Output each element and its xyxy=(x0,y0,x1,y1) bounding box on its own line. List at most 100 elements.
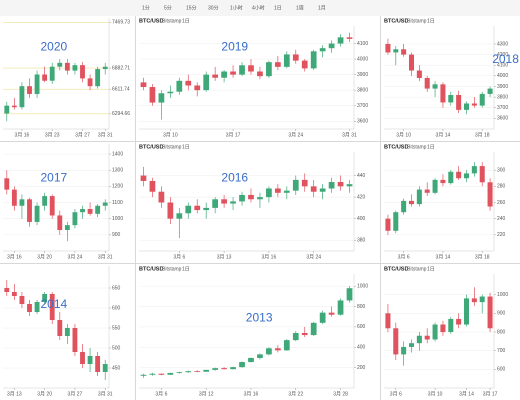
y-tick-label: 4200 xyxy=(497,52,508,58)
x-tick-label: 3月 20 xyxy=(37,391,52,397)
toolbar-item[interactable]: 30分 xyxy=(208,4,219,11)
candle-body xyxy=(385,218,391,231)
candle-body xyxy=(301,333,308,336)
candle-body xyxy=(11,292,17,296)
candle-body xyxy=(346,184,353,187)
candle-body xyxy=(221,71,227,78)
candle-body xyxy=(393,328,399,355)
y-tick-label: 900 xyxy=(497,311,506,317)
candle-body xyxy=(203,74,210,91)
candle-body xyxy=(149,87,156,103)
toolbar-item[interactable]: 4小时 xyxy=(252,4,265,11)
x-tick-label: 3月 18 xyxy=(475,254,490,260)
candle-body xyxy=(95,205,101,214)
y-tick-label: 3700 xyxy=(357,103,368,109)
candle-body xyxy=(248,194,254,200)
year-label: 2018 xyxy=(492,52,519,66)
candle-body xyxy=(487,182,493,207)
toolbar-item[interactable]: 1小时 xyxy=(230,4,243,11)
candle-body xyxy=(57,320,63,336)
candle-body xyxy=(4,178,10,190)
x-tick-label: 3月 24 xyxy=(288,132,303,138)
chart-panel xyxy=(0,16,135,141)
chart-panel xyxy=(136,142,380,263)
candle-body xyxy=(167,372,174,375)
candle-body xyxy=(140,175,147,181)
candle-body xyxy=(401,49,407,55)
candle-body xyxy=(57,62,63,67)
candle-body xyxy=(456,171,462,179)
candle-body xyxy=(230,71,236,75)
chart-interval: 1日 xyxy=(427,144,435,150)
candle-body xyxy=(346,37,353,39)
candle-body xyxy=(27,199,32,222)
toolbar-item[interactable]: 15分 xyxy=(186,4,197,11)
toolbar-item[interactable]: 1周 xyxy=(296,5,304,11)
candle-body xyxy=(158,93,165,103)
candle-body xyxy=(401,346,407,355)
x-tick-label: 3月 20 xyxy=(37,254,52,260)
y-tick-label: 800 xyxy=(497,329,506,335)
candle-body xyxy=(149,180,156,192)
y-tick-label: 800 xyxy=(357,304,366,310)
candle-body xyxy=(440,324,446,332)
candle-body xyxy=(221,368,227,370)
x-tick-label: 3月 6 xyxy=(155,391,167,397)
toolbar-item[interactable]: 1月 xyxy=(318,5,326,11)
x-tick-label: 3月 14 xyxy=(459,391,474,397)
candle-body xyxy=(463,173,470,179)
toolbar xyxy=(0,0,520,16)
y-tick-label: 300 xyxy=(497,167,506,173)
candle-body xyxy=(479,296,485,303)
candle-body xyxy=(416,335,422,344)
candle-body xyxy=(49,66,55,81)
candle-body xyxy=(149,373,156,375)
y-tick-label: 3900 xyxy=(497,84,508,90)
candle-body xyxy=(64,62,70,71)
candle-body xyxy=(463,103,470,110)
candle-body xyxy=(292,179,299,191)
x-tick-label: 3月 31 xyxy=(98,391,113,397)
x-tick-label: 3月 13 xyxy=(7,391,22,397)
y-tick-label: 1000 xyxy=(357,284,368,290)
chart-interval: 1日 xyxy=(427,18,435,24)
y-tick-label: 700 xyxy=(497,348,506,354)
candle-body xyxy=(212,74,219,78)
candle-body xyxy=(283,190,290,193)
x-tick-label: 3月 28 xyxy=(333,391,348,397)
x-tick-label: 3月 18 xyxy=(475,132,490,138)
candle-body xyxy=(185,205,192,214)
chart-title: BTC/USD xyxy=(384,266,408,272)
candle-body xyxy=(393,49,399,53)
candle-body xyxy=(80,209,85,213)
candle-body xyxy=(408,343,415,347)
candle-body xyxy=(328,312,335,315)
candle-body xyxy=(310,186,317,192)
candle-body xyxy=(328,43,335,49)
candle-body xyxy=(432,179,438,193)
y-tick-label: 400 xyxy=(357,345,366,351)
candle-body xyxy=(194,205,201,211)
candle-body xyxy=(140,374,147,376)
candle-body xyxy=(487,88,493,94)
chart-interval: 1日 xyxy=(182,18,190,24)
candle-body xyxy=(239,194,245,202)
candle-body xyxy=(185,371,192,373)
candle-body xyxy=(176,372,183,374)
candle-body xyxy=(57,215,63,230)
x-tick-label: 3月 24 xyxy=(306,254,321,260)
candle-body xyxy=(140,82,147,88)
candle-body xyxy=(4,105,10,114)
x-tick-label: 3月 10 xyxy=(428,391,443,397)
x-tick-label: 3月 27 xyxy=(75,132,90,138)
toolbar-item[interactable]: 1日 xyxy=(274,5,282,11)
toolbar-item[interactable]: 5分 xyxy=(164,4,172,11)
y-tick-label: 1300 xyxy=(112,168,123,174)
candle-body xyxy=(42,74,48,81)
toolbar-item[interactable]: 1分 xyxy=(142,4,150,11)
candle-body xyxy=(319,188,326,192)
x-tick-label: 3月 10 xyxy=(163,132,178,138)
y-tick-label: 6882.71 xyxy=(112,65,130,71)
candle-body xyxy=(167,91,174,94)
x-tick-label: 3月 31 xyxy=(98,254,113,260)
